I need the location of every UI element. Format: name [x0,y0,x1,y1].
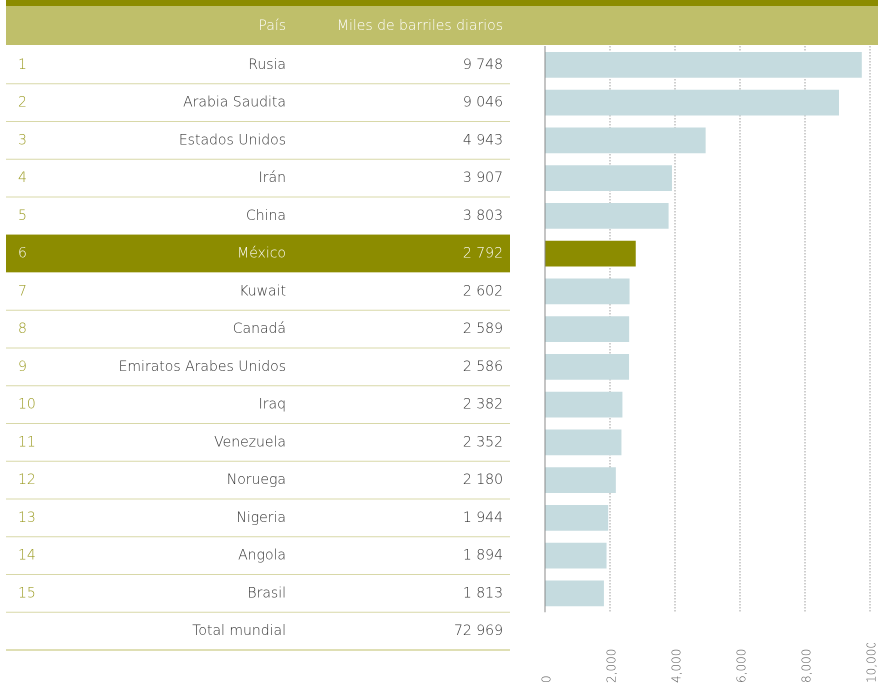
rank: 2 [18,95,27,111]
rank: 4 [18,170,27,186]
bar [545,354,630,380]
bar [545,127,706,154]
country: China [246,208,286,224]
bar [545,467,616,493]
x-tick-label: 8,000 [800,649,814,683]
value-label: 1 894 [463,548,503,564]
country: Emiratos Arabes Unidos [119,359,286,375]
rank: 5 [18,208,27,224]
value-label: 4 943 [463,132,503,148]
country: Canadá [233,321,286,337]
bar [545,391,623,418]
value-label: 9 046 [463,95,503,111]
rank: 1 [18,57,27,73]
value-label: 3 803 [463,208,503,224]
country: Nigeria [236,510,286,526]
value-label: 2 792 [463,246,503,262]
value-label: 2 382 [463,397,503,413]
highlight-row [6,234,510,273]
country: México [237,246,286,262]
rank: 7 [18,283,27,299]
tick-labels: 0 2,000 4,000 6,000 8,000 10,000 [540,641,878,683]
total-value: 72 969 [454,623,503,639]
bar [545,429,622,456]
rank: 3 [18,132,27,148]
bar [545,278,630,305]
value-label: 2 352 [463,434,503,450]
value-label: 2 589 [463,321,503,337]
bar [545,89,839,116]
country: Noruega [227,472,286,488]
rank: 12 [18,472,36,488]
rank: 8 [18,321,27,337]
x-tick-label: 2,000 [605,649,619,683]
header-stripe [6,0,878,6]
header-value: Miles de barriles diarios [337,18,503,34]
rank: 11 [18,434,36,450]
rank: 15 [18,585,36,601]
bar [545,580,604,607]
country: Venezuela [214,434,286,450]
value-label: 2 602 [463,283,503,299]
bar [545,203,669,229]
rank: 9 [18,359,27,375]
country: Arabia Saudita [183,95,286,111]
rank: 10 [18,397,36,413]
header-country: País [258,18,286,34]
bar [545,165,672,191]
country: Rusia [248,57,286,73]
x-tick-label: 6,000 [735,649,749,683]
bar [545,505,609,531]
country: Irán [259,170,286,186]
x-tick-label: 0 [540,675,554,683]
value-label: 3 907 [463,170,503,186]
country: Kuwait [239,283,286,299]
rank: 6 [18,246,27,262]
header-band [6,6,878,45]
value-label: 9 748 [463,57,503,73]
bar [545,52,862,78]
rank: 14 [18,548,36,564]
bar [545,542,607,569]
x-tick-label: 10,000 [865,641,878,683]
x-tick-label: 4,000 [670,649,684,683]
total-label: Total mundial [192,623,286,639]
bar [545,316,630,342]
country: Angola [238,548,286,564]
country: Brasil [247,585,286,601]
rank: 13 [18,510,36,526]
value-label: 2 180 [463,472,503,488]
value-label: 1 813 [463,585,503,601]
value-label: 1 944 [463,510,503,526]
country: Estados Unidos [179,132,286,148]
bar [545,240,636,267]
country: Iraq [259,397,286,413]
value-label: 2 586 [463,359,503,375]
